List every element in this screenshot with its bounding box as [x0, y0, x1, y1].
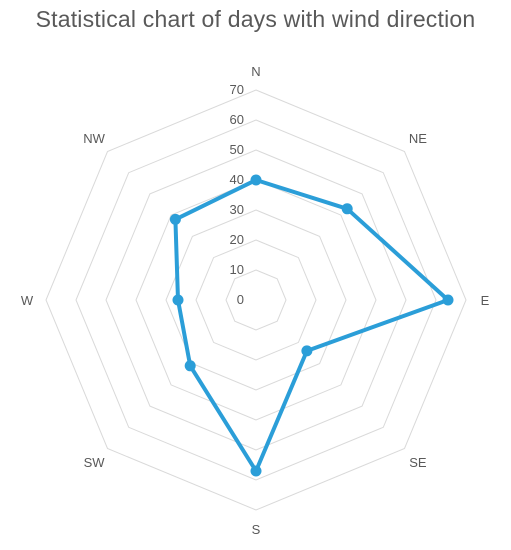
category-label-sw: SW: [84, 455, 106, 470]
grid-ring: [225, 269, 287, 331]
grid-ring: [75, 119, 437, 481]
category-labels: N NE E SE S SW W NW: [21, 64, 490, 537]
grid-layer: [45, 89, 467, 511]
category-label-n: N: [251, 64, 260, 79]
tick-label: 40: [230, 172, 244, 187]
tick-label: 50: [230, 142, 244, 157]
tick-label: 20: [230, 232, 244, 247]
tick-label: 30: [230, 202, 244, 217]
grid-ring: [45, 89, 467, 511]
grid-ring: [105, 149, 407, 451]
tick-label: 60: [230, 112, 244, 127]
tick-label: 10: [230, 262, 244, 277]
data-point-nw: [169, 213, 181, 225]
tick-label: 0: [237, 292, 244, 307]
data-point-n: [250, 174, 262, 186]
data-point-ne: [341, 203, 353, 215]
data-point-s: [250, 465, 262, 477]
grid-ring: [135, 179, 377, 421]
tick-label: 70: [230, 82, 244, 97]
category-label-se: SE: [409, 455, 427, 470]
category-label-e: E: [481, 293, 490, 308]
grid-ring: [165, 209, 347, 391]
data-point-se: [301, 345, 313, 357]
grid-ring: [195, 239, 317, 361]
data-point-sw: [184, 360, 196, 372]
category-label-nw: NW: [83, 131, 105, 146]
chart-title: Statistical chart of days with wind dire…: [35, 6, 476, 32]
tick-labels: 0 10 20 30 40 50 60 70: [230, 82, 244, 307]
series-layer: [169, 174, 454, 477]
data-point-e: [442, 294, 454, 306]
category-label-w: W: [21, 293, 34, 308]
category-label-s: S: [252, 522, 261, 537]
category-label-ne: NE: [409, 131, 427, 146]
data-point-w: [172, 294, 184, 306]
